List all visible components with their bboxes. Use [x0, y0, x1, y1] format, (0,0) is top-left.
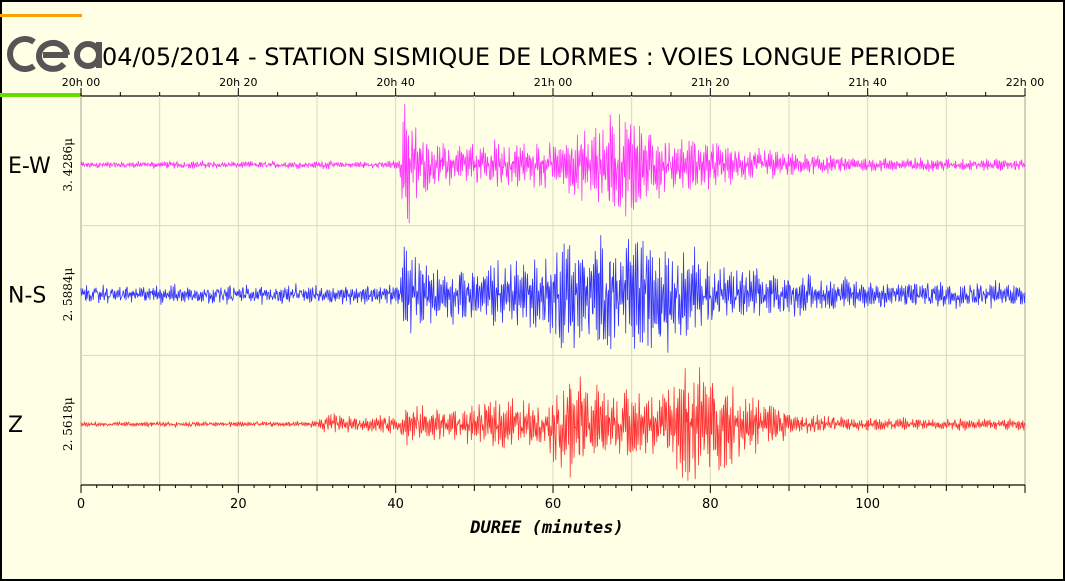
logo-bar-green	[0, 93, 82, 97]
scale-label: 3. 4286μ	[61, 138, 75, 192]
channel-label: E-W	[8, 154, 51, 179]
scale-label: 2. 5618μ	[61, 397, 75, 451]
top-axis-tick-label: 20h 40	[376, 76, 414, 89]
trace-z	[80, 367, 1026, 481]
x-tick-label: 40	[387, 497, 404, 512]
x-tick-label: 20	[230, 497, 247, 512]
top-axis-tick-label: 21h 20	[691, 76, 729, 89]
scale-label: 2. 5884μ	[61, 268, 75, 322]
chart-title: 04/05/2014 - STATION SISMIQUE DE LORMES …	[102, 43, 956, 71]
trace-ew	[80, 103, 1026, 224]
trace-ns	[80, 235, 1026, 353]
x-tick-label: 60	[545, 497, 562, 512]
x-tick-label: 0	[77, 497, 85, 512]
bottom-duration-axis: 0 20 40 60 80 100	[77, 484, 1026, 512]
channel-label: Z	[8, 413, 23, 438]
x-tick-label: 80	[702, 497, 719, 512]
top-axis-tick-label: 21h 00	[534, 76, 572, 89]
traces	[80, 103, 1026, 481]
cea-logo	[7, 36, 102, 72]
top-axis-tick-label: 20h 00	[62, 76, 100, 89]
x-tick-label: 100	[855, 497, 880, 512]
top-axis-tick-label: 21h 40	[848, 76, 886, 89]
top-axis-tick-label: 22h 00	[1006, 76, 1044, 89]
top-axis-tick-label: 20h 20	[219, 76, 257, 89]
channel-labels: E-W 3. 4286μ N-S 2. 5884μ Z 2. 5618μ	[8, 138, 75, 451]
channel-label: N-S	[8, 284, 46, 309]
logo-bar-orange	[0, 14, 82, 17]
x-axis-label: DUREE (minutes)	[469, 518, 624, 538]
